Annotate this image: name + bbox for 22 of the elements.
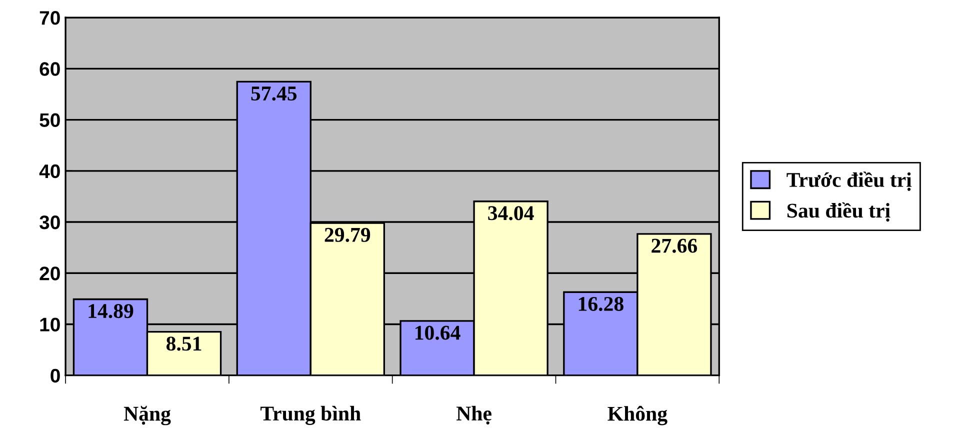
data-label: 14.89: [88, 304, 134, 318]
x-tick-label: Không: [608, 406, 668, 426]
x-tick-label: Trung bình: [260, 406, 361, 425]
y-tick-label: 50: [40, 113, 60, 128]
data-label: 16.28: [578, 296, 624, 312]
legend-label: Sau điều trị: [787, 202, 890, 222]
y-tick-label: 60: [40, 62, 60, 76]
y-tick-label: 20: [40, 266, 60, 280]
y-tick-label: 10: [40, 318, 60, 332]
x-tick-label: Nặng: [124, 406, 171, 426]
y-tick-label: 40: [39, 164, 60, 178]
y-tick-label: 70: [40, 11, 60, 25]
data-label: 27.66: [652, 238, 698, 253]
data-label: 29.79: [324, 228, 370, 242]
data-label: 34.04: [488, 206, 534, 220]
data-label: 8.51: [166, 336, 202, 351]
y-tick-label: 30: [40, 215, 60, 230]
legend-label: Trước điều trị: [786, 172, 912, 191]
data-label: 57.45: [251, 86, 297, 101]
y-tick-label: 0: [50, 368, 60, 383]
x-tick-label: Nhẹ: [456, 406, 492, 424]
data-label: 10.64: [416, 326, 460, 340]
